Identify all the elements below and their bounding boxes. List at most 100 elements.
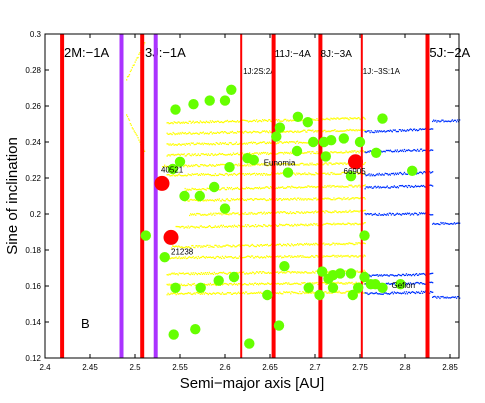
family-member-point — [308, 129, 310, 131]
family-member-point — [192, 213, 194, 215]
x-tick-label: 2.85 — [442, 363, 458, 372]
family-member-point — [309, 186, 311, 188]
family-member-point — [217, 143, 219, 145]
background-member-point — [385, 130, 387, 133]
family-member-point — [302, 282, 304, 284]
family-member-point — [259, 271, 261, 273]
family-member-point — [270, 243, 273, 245]
background-member-point — [449, 297, 451, 299]
family-member-point — [197, 200, 199, 202]
family-member-point — [275, 282, 277, 285]
family-member-point — [226, 186, 228, 189]
green-body-marker — [209, 181, 220, 193]
family-member-point — [352, 197, 354, 199]
background-member-point — [446, 296, 448, 298]
family-member-point — [202, 121, 204, 123]
family-member-point — [251, 224, 254, 227]
y-tick-label: 0.24 — [25, 138, 41, 147]
family-member-point — [323, 255, 325, 257]
family-member-point — [264, 163, 266, 166]
family-member-point — [356, 171, 358, 174]
family-member-point — [332, 173, 334, 175]
family-member-point — [227, 153, 230, 155]
family-member-point — [252, 199, 255, 201]
family-member-point — [355, 271, 357, 273]
family-member-point — [263, 187, 266, 189]
family-member-point — [223, 213, 225, 215]
family-member-point — [243, 165, 245, 167]
background-member-point — [395, 130, 397, 133]
family-member-point — [291, 271, 293, 273]
family-member-point — [226, 119, 229, 122]
family-member-point — [232, 198, 235, 200]
family-member-point — [333, 254, 335, 257]
family-member-point — [255, 226, 258, 228]
family-member-point — [221, 291, 224, 294]
family-member-point — [282, 199, 284, 201]
resonance-label: 3J:−1A — [145, 45, 186, 60]
family-member-point — [328, 162, 330, 164]
family-member-point — [331, 185, 333, 187]
family-member-point — [256, 131, 258, 133]
family-member-point — [283, 187, 285, 189]
family-member-point — [345, 282, 347, 284]
family-member-point — [244, 199, 247, 201]
family-member-point — [297, 197, 299, 199]
family-member-point — [194, 153, 196, 155]
family-member-point — [250, 292, 253, 294]
family-member-point — [264, 244, 266, 246]
family-member-point — [333, 197, 335, 199]
family-member-point — [312, 211, 314, 213]
background-member-point — [384, 131, 386, 133]
family-member-point — [191, 273, 193, 275]
family-member-point — [290, 119, 292, 121]
family-member-point — [215, 165, 217, 167]
family-member-point — [281, 271, 283, 273]
family-member-point — [305, 271, 307, 273]
background-member-point — [403, 148, 406, 151]
family-member-point — [219, 200, 221, 202]
family-member-point — [342, 292, 344, 294]
family-member-point — [310, 186, 312, 188]
background-member-point — [459, 119, 461, 121]
family-member-point — [187, 122, 189, 124]
family-member-point — [316, 281, 318, 284]
family-member-point — [259, 257, 261, 259]
family-member-point — [282, 293, 284, 295]
family-member-point — [180, 272, 182, 275]
family-member-point — [258, 245, 260, 247]
family-member-point — [363, 269, 365, 271]
background-member-point — [452, 120, 455, 122]
family-member-point — [269, 212, 271, 214]
family-member-point — [311, 151, 313, 153]
family-member-point — [259, 225, 262, 227]
family-member-point — [218, 173, 221, 175]
family-member-point — [278, 282, 280, 285]
family-member-point — [191, 283, 193, 285]
background-member-point — [408, 185, 411, 187]
family-member-point — [303, 173, 305, 175]
background-member-point — [400, 275, 403, 277]
family-member-point — [237, 173, 240, 175]
family-member-point — [221, 284, 224, 286]
family-member-point — [230, 142, 232, 144]
background-member-point — [396, 149, 398, 151]
family-member-point — [335, 282, 337, 284]
family-member-point — [287, 213, 290, 215]
background-member-point — [431, 291, 433, 293]
family-member-point — [326, 130, 328, 132]
family-member-point — [300, 197, 302, 200]
family-member-point — [348, 210, 350, 212]
background-member-point — [431, 272, 433, 275]
family-member-point — [225, 132, 228, 134]
family-member-point — [312, 255, 314, 257]
family-member-point — [335, 151, 337, 153]
family-member-point — [207, 121, 209, 123]
background-member-point — [454, 119, 457, 121]
family-member-point — [202, 143, 204, 146]
family-member-point — [347, 254, 349, 257]
background-member-point — [396, 130, 398, 133]
family-member-point — [269, 130, 271, 132]
family-member-point — [335, 210, 337, 212]
family-member-point — [180, 153, 182, 155]
